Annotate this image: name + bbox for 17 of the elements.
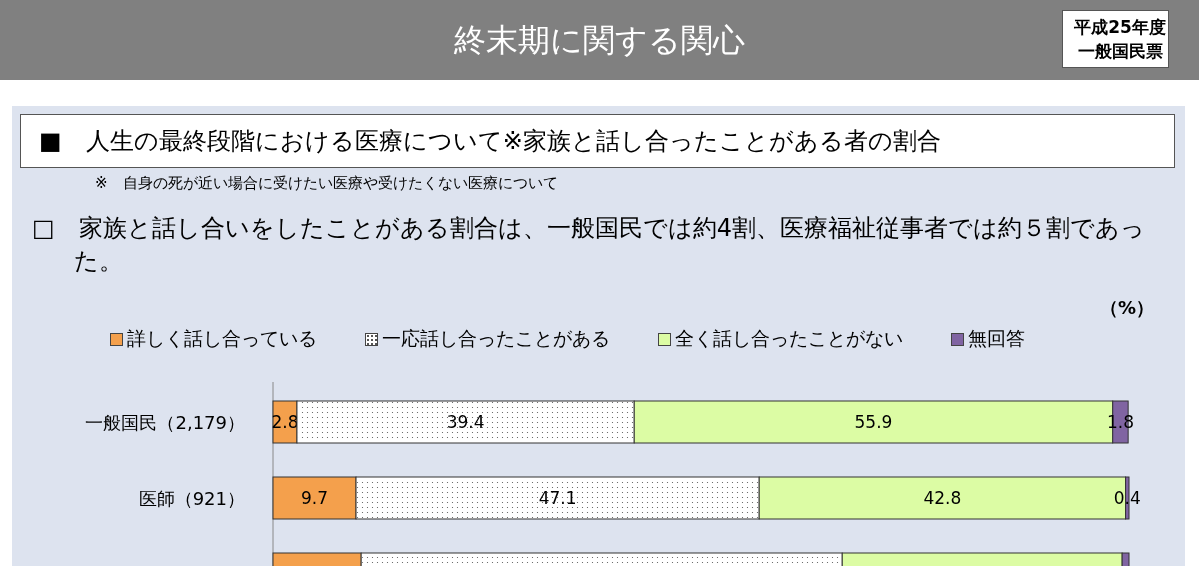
- text: ※ 自身の死が近い場合に受けたい医療や受けたくない医療について: [95, 174, 558, 193]
- data-label: 39.4: [446, 412, 485, 432]
- text: 平成25年度一般国民票: [1062, 10, 1169, 68]
- data-label: 47.1: [538, 488, 577, 508]
- chart-subtitle: ■ 人生の最終段階における医療について※家族と話し合ったことがある者の割合: [20, 114, 1175, 168]
- data-label: 42.8: [923, 488, 962, 508]
- legend-label: 詳しく話し合っている: [127, 326, 317, 351]
- text: □ 家族と話し合いをしたことがある割合は、一般国民では約4割、医療福祉従事者では約５割であった。: [32, 213, 1146, 277]
- text: （%）: [1100, 296, 1155, 320]
- y-tick-label: 一般国民（2,179）: [85, 412, 245, 433]
- data-label: 9.7: [300, 488, 329, 508]
- chart-title: 終末期に関する関心: [454, 21, 745, 59]
- y-tick-label: 医師（921）: [138, 488, 245, 509]
- data-label: 55.9: [854, 412, 893, 432]
- legend-label: 一応話し合ったことがある: [382, 326, 610, 351]
- legend-label: 無回答: [968, 326, 1025, 351]
- legend-label: 全く話し合ったことがない: [675, 326, 903, 351]
